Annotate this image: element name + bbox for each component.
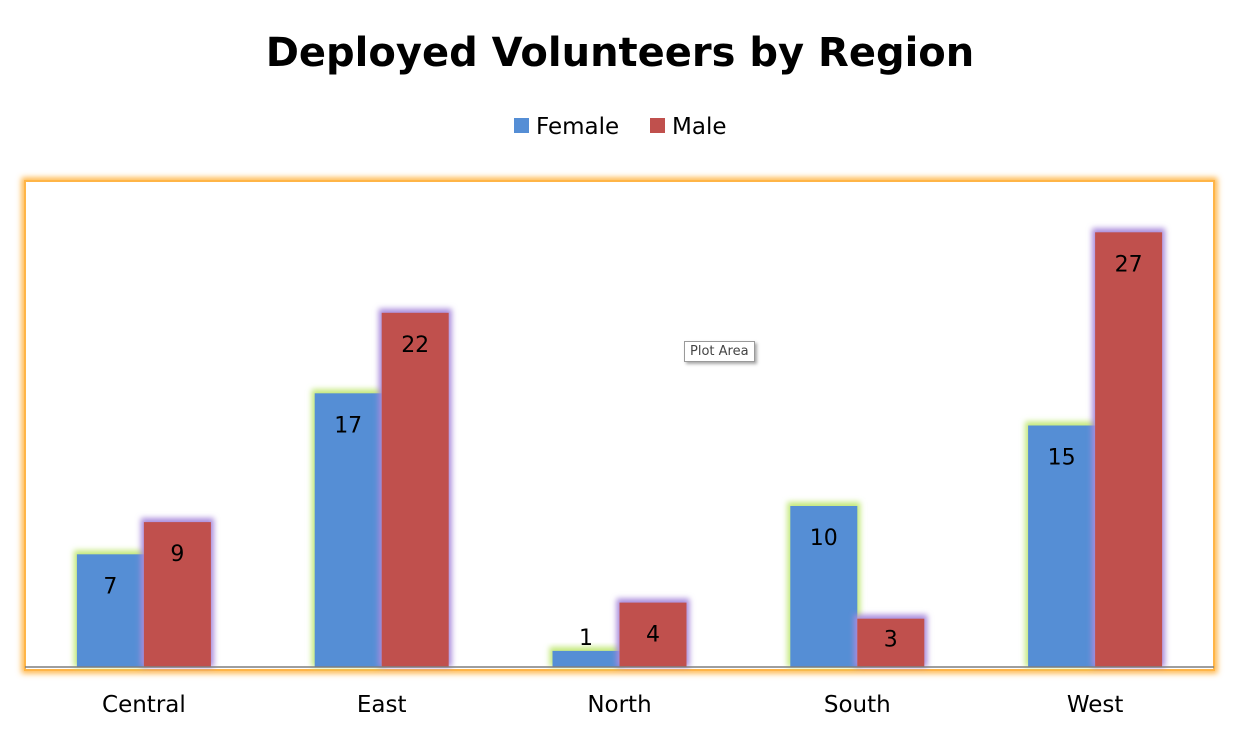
legend-swatch-female [514,118,529,133]
legend-swatch-male [650,118,665,133]
legend-label-female: Female [536,114,619,140]
x-tick-label-east: East [357,692,407,718]
data-label-central-female: 7 [103,574,117,599]
data-label-east-male: 22 [401,333,429,358]
x-tick-label-central: Central [102,692,186,718]
x-tick-label-north: North [587,692,651,718]
plot-area[interactable] [24,180,1215,671]
data-label-central-male: 9 [170,542,184,567]
data-label-south-male: 3 [884,628,898,653]
bar-north-female[interactable] [552,650,620,667]
data-label-east-female: 17 [334,413,362,438]
bar-west-male[interactable] [1095,232,1163,668]
data-label-south-female: 10 [810,526,838,551]
plot-area-tooltip: Plot Area [684,341,755,362]
x-axis-tick-labels: Central East North South West [102,692,1123,718]
data-label-west-female: 15 [1048,446,1076,471]
data-label-west-male: 27 [1115,252,1143,277]
bar-west-female[interactable] [1028,425,1096,668]
bars-group: 7 9 17 22 1 4 10 3 15 27 [73,228,1166,668]
bar-central-male[interactable] [143,522,211,667]
bar-south-female[interactable] [790,506,858,667]
legend: Female Male [514,114,726,140]
chart-title: Deployed Volunteers by Region [266,30,975,76]
x-tick-label-south: South [824,692,891,718]
x-tick-label-west: West [1067,692,1124,718]
legend-label-male: Male [672,114,726,140]
data-label-north-female: 1 [579,626,593,651]
bar-central-female[interactable] [76,554,144,667]
data-label-north-male: 4 [646,623,660,648]
bar-east-male[interactable] [381,312,449,667]
bar-north-male[interactable] [619,602,687,667]
bar-east-female[interactable] [314,393,382,667]
bar-south-male[interactable] [857,618,925,667]
